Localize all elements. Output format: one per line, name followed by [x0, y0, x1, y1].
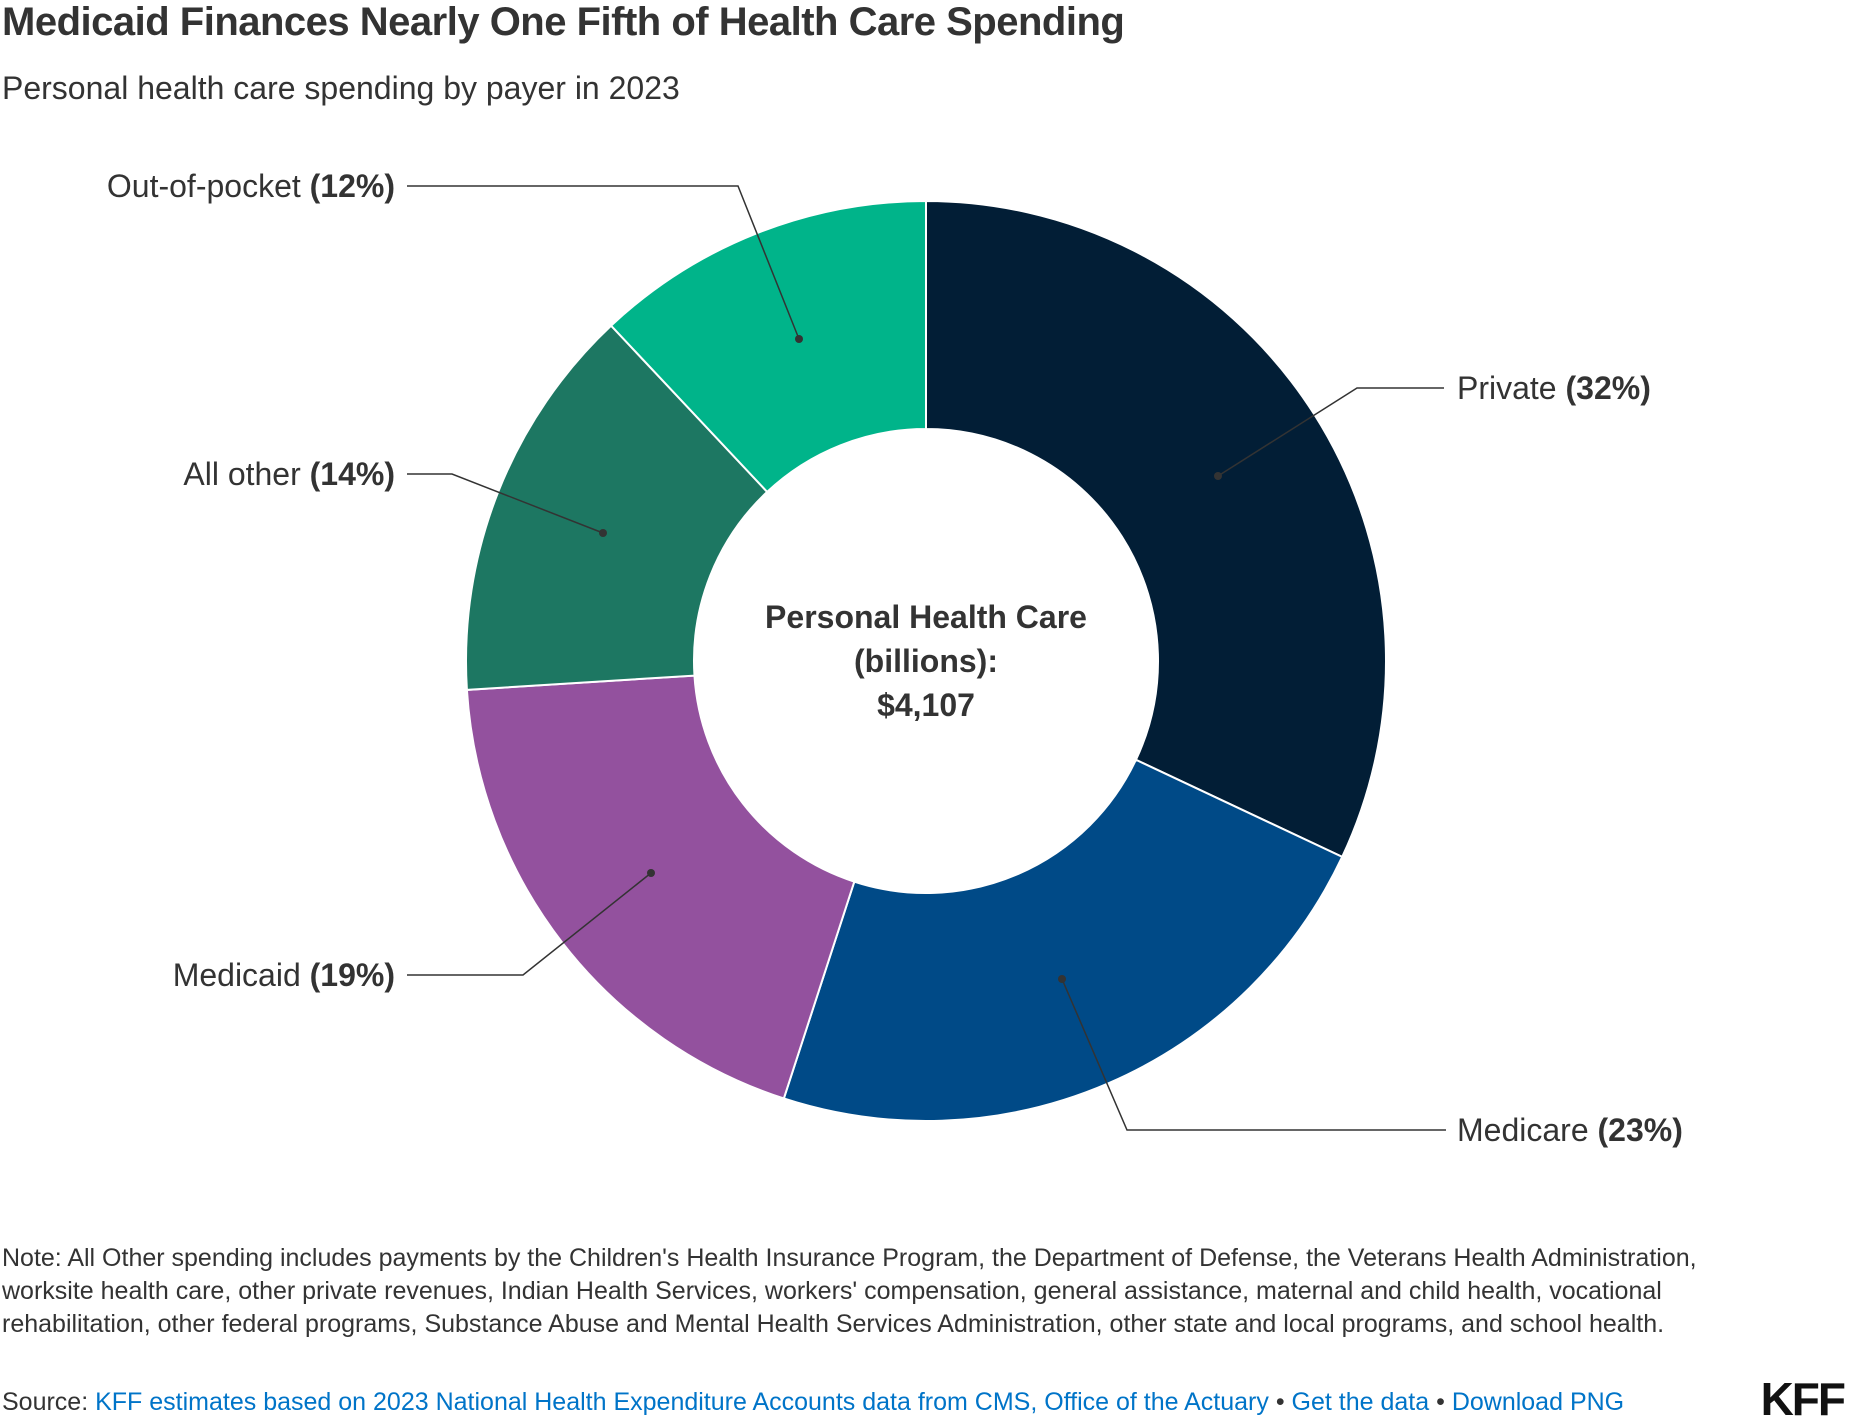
- leader-dot: [1214, 472, 1222, 480]
- leader-line: [1217, 387, 1444, 477]
- leader-line: [407, 185, 800, 340]
- leader-dot: [1058, 975, 1066, 983]
- separator: •: [1268, 1388, 1292, 1416]
- slice-label-percent: (23%): [1598, 1112, 1683, 1148]
- center-label-value: $4,107: [877, 687, 975, 723]
- slice-label: Medicaid (19%): [173, 957, 395, 993]
- leader-line: [407, 473, 604, 534]
- donut-chart: Private (32%) Medicare (23%) Medicaid (19%…: [107, 168, 1683, 1148]
- slice-medicaid: [465, 674, 856, 1100]
- chart-title: Medicaid Finances Nearly One Fifth of He…: [2, 0, 1125, 44]
- kff-logo: KFF: [1760, 1373, 1846, 1425]
- download-png-link[interactable]: Download PNG: [1451, 1388, 1625, 1416]
- leader-dot: [647, 869, 655, 877]
- slice-label-percent: (32%): [1565, 370, 1650, 406]
- slice-all-other: [465, 324, 769, 691]
- slice-label: Private (32%): [1457, 370, 1651, 406]
- slice-private: [925, 199, 1387, 859]
- leader-line: [407, 872, 652, 976]
- slice-label: Out-of-pocket (12%): [107, 168, 395, 204]
- slice-label-name: Medicare: [1457, 1112, 1598, 1148]
- slice-medicare: [782, 758, 1344, 1122]
- slice-label-percent: (19%): [310, 957, 395, 993]
- slice-label: All other (14%): [183, 456, 395, 492]
- slice-label-name: Out-of-pocket: [107, 168, 310, 204]
- chart-source: Source: KFF estimates based on 2023 Nati…: [2, 1388, 1624, 1417]
- slice-label-name: All other: [183, 456, 309, 492]
- slice-out-of-pocket: [609, 199, 927, 494]
- chart-note: Note: All Other spending includes paymen…: [2, 1244, 1697, 1338]
- center-label-line-2: (billions):: [854, 643, 998, 679]
- leader-dot: [599, 529, 607, 537]
- chart-subtitle: Personal health care spending by payer i…: [2, 70, 680, 106]
- get-data-link[interactable]: Get the data: [1291, 1388, 1430, 1416]
- slice-label-name: Medicaid: [173, 957, 310, 993]
- source-prefix: Source:: [2, 1388, 96, 1416]
- center-label-line-1: Personal Health Care: [765, 599, 1087, 635]
- slice-label: Medicare (23%): [1457, 1112, 1683, 1148]
- source-link[interactable]: KFF estimates based on 2023 National Hea…: [95, 1388, 1269, 1416]
- separator: •: [1429, 1388, 1452, 1416]
- slice-label-name: Private: [1457, 370, 1565, 406]
- leader-dot: [795, 335, 803, 343]
- leader-line: [1061, 978, 1446, 1131]
- slice-label-percent: (12%): [310, 168, 395, 204]
- slice-label-percent: (14%): [310, 456, 395, 492]
